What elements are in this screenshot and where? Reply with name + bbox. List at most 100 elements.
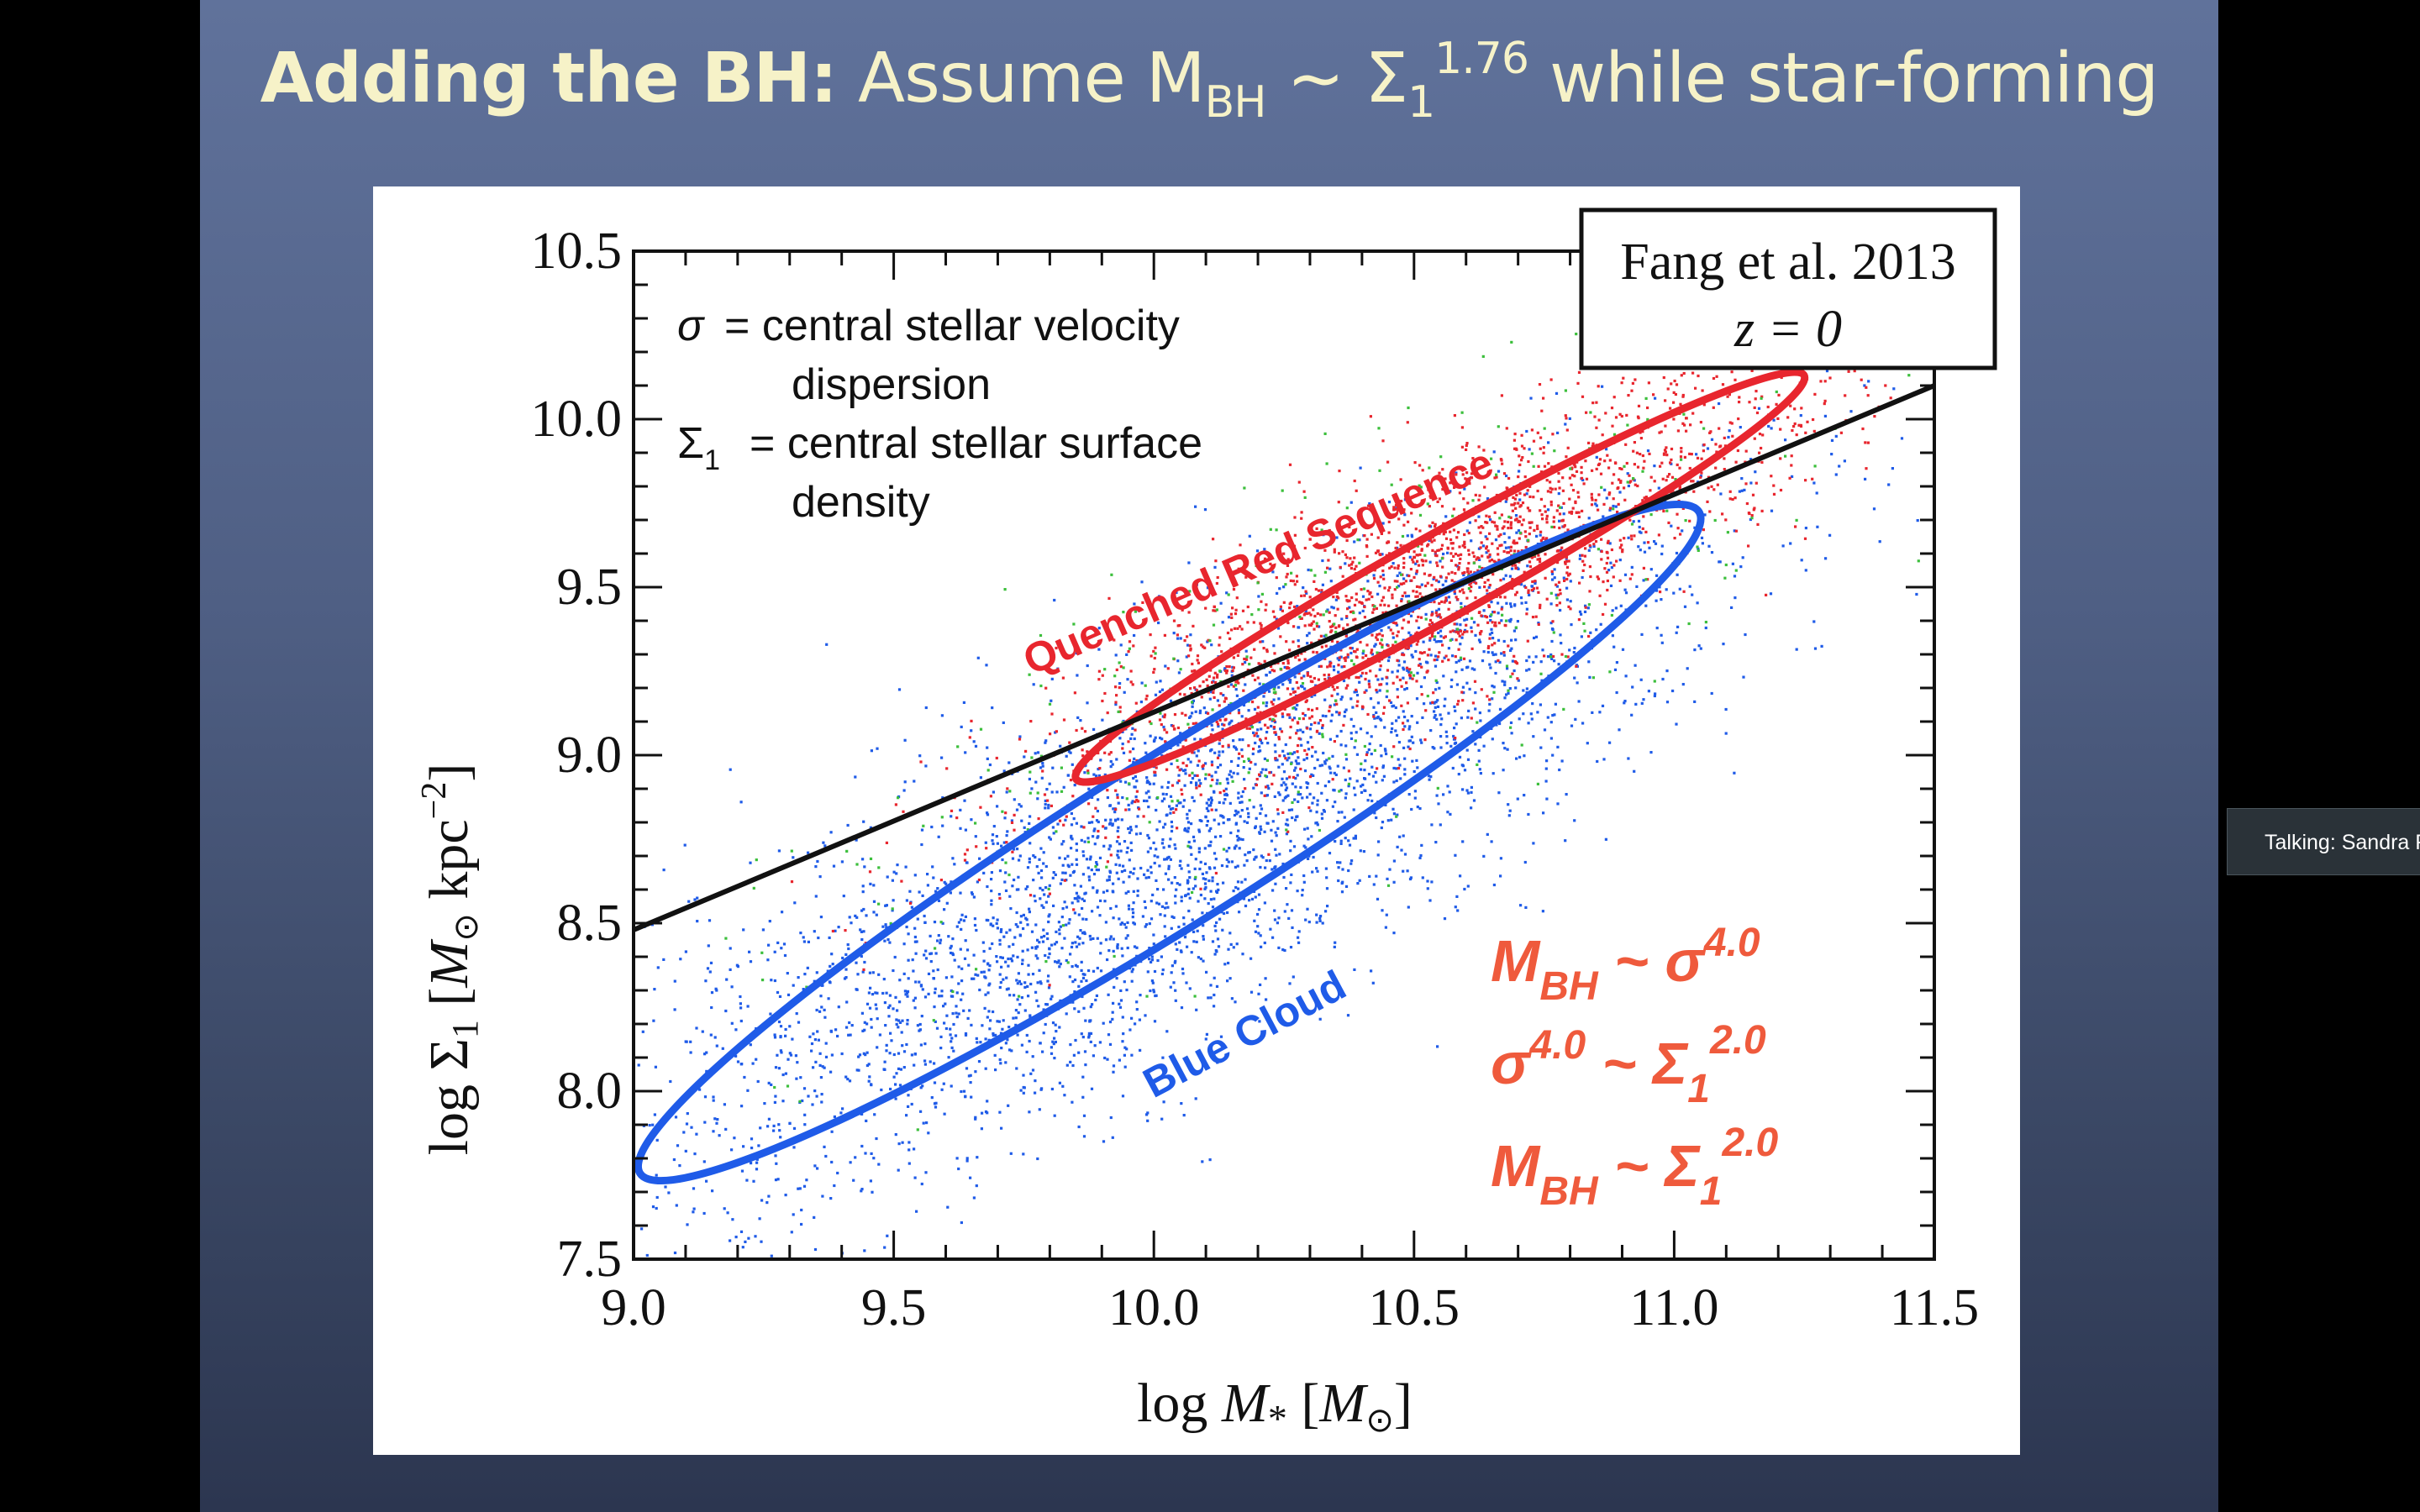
data-point	[1582, 482, 1586, 486]
data-point	[1102, 890, 1106, 894]
data-point	[1524, 601, 1528, 604]
data-point	[1461, 473, 1465, 476]
data-point	[1135, 1008, 1139, 1011]
data-point	[1344, 562, 1347, 565]
data-point	[1059, 962, 1062, 966]
data-point	[1044, 799, 1047, 802]
data-point	[1395, 604, 1398, 607]
data-point	[869, 1179, 872, 1183]
data-point	[1128, 907, 1131, 911]
data-point	[900, 1031, 903, 1034]
data-point	[742, 1145, 745, 1148]
data-point	[1690, 480, 1693, 483]
data-point	[1612, 473, 1616, 476]
data-point	[942, 1005, 945, 1008]
data-point	[1008, 928, 1012, 932]
data-point	[1207, 809, 1210, 812]
data-point	[1624, 591, 1628, 595]
data-point	[1119, 643, 1123, 647]
data-point	[1400, 599, 1403, 603]
data-point	[1150, 871, 1153, 874]
data-point	[894, 1133, 897, 1137]
data-point	[1130, 732, 1134, 736]
data-point	[906, 991, 909, 995]
data-point	[1287, 756, 1291, 759]
data-point	[1209, 801, 1213, 805]
data-point	[1150, 865, 1153, 869]
data-point	[1191, 662, 1194, 666]
data-point	[1063, 879, 1066, 882]
data-point	[692, 1207, 696, 1210]
data-point	[1488, 633, 1491, 636]
data-point	[1260, 771, 1263, 774]
data-point	[1227, 743, 1230, 747]
data-point	[1361, 783, 1365, 786]
data-point	[907, 932, 910, 936]
data-point	[1199, 793, 1202, 796]
data-point	[1584, 606, 1587, 609]
data-point	[1179, 637, 1182, 640]
data-point	[1114, 789, 1118, 792]
data-point	[1315, 913, 1318, 916]
data-point	[962, 1089, 966, 1093]
data-point	[1466, 716, 1470, 719]
data-point	[1565, 559, 1568, 563]
data-point	[864, 1152, 867, 1155]
data-point	[1515, 591, 1518, 594]
data-point	[1053, 1037, 1056, 1040]
data-point	[1228, 932, 1232, 935]
data-point	[1071, 795, 1075, 798]
data-point	[1477, 638, 1481, 642]
data-point	[1106, 711, 1109, 715]
data-point	[653, 1113, 656, 1116]
data-point	[1236, 627, 1239, 630]
data-point	[919, 1110, 923, 1113]
data-point	[1403, 498, 1407, 501]
data-point	[1242, 703, 1246, 707]
data-point	[1277, 765, 1281, 769]
data-point	[1436, 705, 1440, 708]
data-point	[1334, 773, 1338, 776]
data-point	[1192, 722, 1195, 725]
data-point	[1120, 947, 1123, 950]
data-point	[1081, 932, 1085, 935]
data-point	[1316, 803, 1319, 806]
data-point	[1153, 1020, 1157, 1023]
data-point	[1062, 840, 1065, 843]
data-point	[716, 1118, 719, 1121]
data-point	[1146, 1119, 1150, 1122]
data-point	[1179, 801, 1182, 805]
data-point	[1830, 438, 1834, 442]
data-point	[1549, 486, 1552, 490]
data-point	[970, 729, 973, 732]
data-point	[1491, 653, 1495, 657]
data-point	[1127, 740, 1130, 743]
data-point	[1370, 595, 1374, 599]
data-point	[1241, 738, 1244, 742]
data-point	[1323, 698, 1327, 701]
data-point	[1020, 819, 1023, 822]
plot-panel: 9.0 9.5 10.0 10.5 11.0 11.5 7.5 8.0 8.5 9.0 9.5 10.…	[373, 186, 2020, 1455]
data-point	[1403, 688, 1407, 691]
data-point	[1195, 1008, 1198, 1011]
data-point	[1635, 451, 1639, 454]
data-point	[1503, 696, 1507, 700]
data-point	[1023, 826, 1026, 829]
data-point	[1000, 928, 1003, 932]
data-point	[1081, 917, 1085, 921]
data-point	[1290, 873, 1293, 876]
data-point	[1371, 604, 1375, 607]
data-point	[1284, 743, 1287, 747]
data-point	[1453, 479, 1456, 482]
data-point	[1176, 659, 1180, 663]
data-point	[1744, 449, 1748, 453]
data-point	[1182, 769, 1186, 773]
data-point	[950, 1040, 953, 1043]
data-point	[1142, 815, 1145, 818]
data-point	[1339, 565, 1342, 569]
data-point	[1292, 687, 1295, 690]
data-point	[724, 1009, 728, 1013]
data-point	[986, 1100, 989, 1103]
data-point	[773, 1100, 776, 1104]
data-point	[973, 923, 977, 927]
